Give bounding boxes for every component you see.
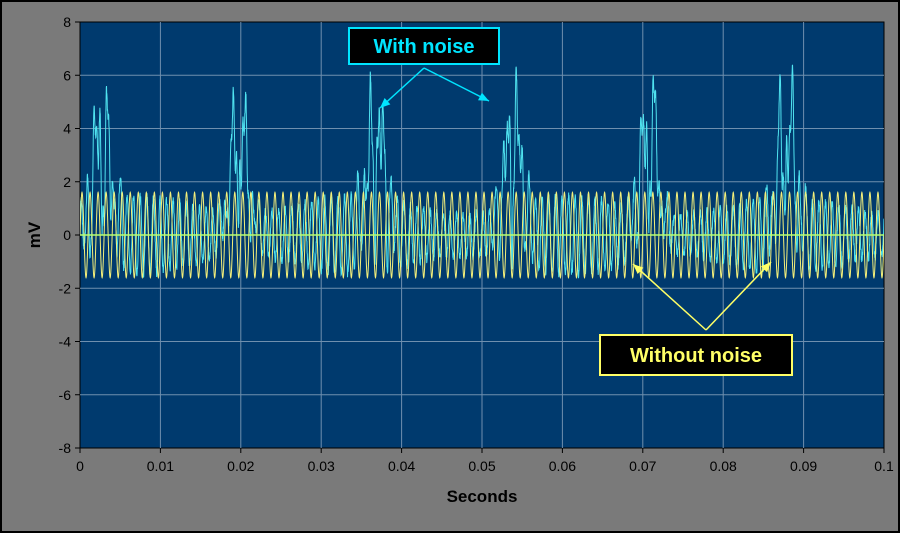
x-tick-label: 0.07 — [629, 458, 656, 474]
callout-without-noise-arrows — [632, 261, 772, 331]
y-tick-label: 6 — [63, 67, 71, 83]
y-tick-labels: 8 6 4 2 0 -2 -4 -6 -8 — [59, 14, 72, 456]
callout-with-noise-box — [348, 27, 500, 65]
y-tick-label: 0 — [63, 227, 71, 243]
arrow-head — [633, 264, 644, 274]
y-tick-label: 8 — [63, 14, 71, 30]
x-tick-label: 0.09 — [790, 458, 817, 474]
x-tick-label: 0.05 — [468, 458, 495, 474]
x-tick-labels: 0 0.01 0.02 0.03 0.04 0.05 0.06 0.07 0.08 0.09 0.1 — [76, 458, 894, 474]
arrow-head — [478, 92, 489, 101]
plot-series-group — [80, 64, 884, 279]
callout-with-noise-label: With noise — [374, 36, 475, 58]
y-tick-label: -8 — [59, 440, 72, 456]
series-line-with-noise — [80, 64, 884, 279]
x-tick-label: 0.02 — [227, 458, 254, 474]
arrow-line — [705, 261, 772, 331]
y-tick-label: -6 — [59, 387, 72, 403]
y-tick-label: 2 — [63, 174, 71, 190]
arrow-head — [380, 98, 391, 108]
callout-without-noise-box — [599, 334, 793, 376]
x-tick-label: 0.03 — [308, 458, 335, 474]
y-axis-title: mV — [25, 221, 44, 248]
x-tick-label: 0 — [76, 458, 84, 474]
x-tick-label: 0.01 — [147, 458, 174, 474]
x-axis-title: Seconds — [447, 487, 518, 506]
arrow-head — [760, 262, 771, 273]
y-tick-label: 4 — [63, 121, 71, 137]
callout-with-noise-arrows — [379, 67, 490, 109]
arrow-line — [423, 67, 490, 102]
callout-without-noise: Without noise — [599, 261, 793, 376]
x-tick-label: 0.04 — [388, 458, 415, 474]
arrow-line — [632, 263, 707, 331]
y-tick-label: -4 — [59, 334, 72, 350]
x-tick-label: 0.06 — [549, 458, 576, 474]
y-tick-label: -2 — [59, 280, 72, 296]
x-tick-label: 0.1 — [874, 458, 894, 474]
callout-without-noise-label: Without noise — [630, 345, 762, 367]
x-tick-label: 0.08 — [710, 458, 737, 474]
callout-with-noise: With noise — [348, 27, 500, 109]
